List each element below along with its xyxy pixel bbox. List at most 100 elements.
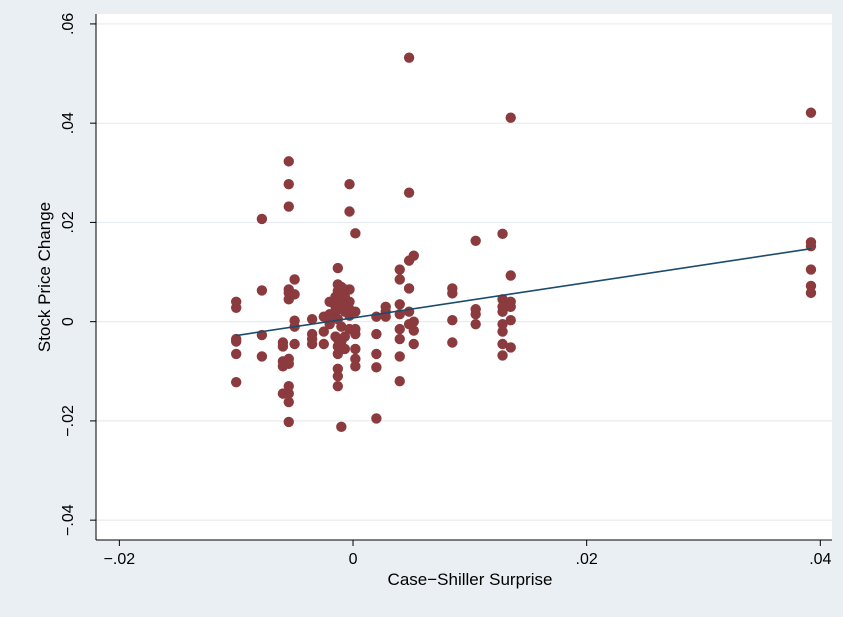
data-point bbox=[350, 328, 361, 340]
x-tick-label: 0 bbox=[349, 551, 358, 568]
data-point bbox=[277, 341, 289, 352]
data-point bbox=[336, 421, 347, 433]
data-point bbox=[318, 338, 330, 350]
data-point bbox=[283, 380, 294, 392]
x-tick-label: .02 bbox=[576, 551, 598, 568]
data-point bbox=[336, 321, 347, 332]
data-point bbox=[403, 283, 415, 294]
data-point bbox=[332, 371, 344, 382]
gridlines bbox=[96, 23, 832, 521]
data-point bbox=[256, 285, 268, 296]
axis-ticks: −.04 −.02 0 .02 .04 .06 −.02 0 .02 .04 bbox=[60, 13, 832, 568]
data-point bbox=[505, 112, 516, 123]
data-point bbox=[447, 314, 458, 326]
data-point bbox=[403, 187, 415, 198]
data-point bbox=[230, 377, 242, 388]
data-point bbox=[408, 250, 419, 261]
data-point bbox=[230, 336, 242, 347]
data-point bbox=[344, 296, 355, 308]
data-point bbox=[497, 294, 508, 305]
data-point bbox=[332, 363, 344, 375]
y-tick-label: .02 bbox=[60, 211, 77, 233]
data-point bbox=[447, 288, 458, 299]
data-point bbox=[497, 326, 508, 337]
y-tick-label: .04 bbox=[60, 112, 77, 134]
x-axis-title: Case−Shiller Surprise bbox=[388, 570, 553, 589]
data-point bbox=[505, 270, 516, 281]
fitted-line-group bbox=[236, 247, 812, 337]
data-point bbox=[805, 287, 817, 299]
data-point bbox=[256, 213, 268, 225]
data-point bbox=[470, 235, 481, 246]
data-point bbox=[283, 388, 294, 399]
data-point bbox=[230, 302, 242, 313]
data-point bbox=[371, 362, 382, 373]
y-axis-title: Stock Price Change bbox=[35, 202, 54, 352]
y-tick-label: 0 bbox=[60, 317, 77, 326]
data-point bbox=[283, 358, 294, 370]
data-point bbox=[497, 306, 508, 317]
data-point bbox=[339, 331, 351, 342]
data-point bbox=[505, 342, 516, 353]
data-point bbox=[339, 343, 351, 355]
data-point bbox=[805, 264, 817, 275]
data-point bbox=[394, 333, 405, 345]
data-point bbox=[371, 413, 382, 424]
data-point bbox=[350, 343, 361, 355]
data-point bbox=[408, 316, 419, 327]
data-point bbox=[230, 348, 242, 360]
data-point bbox=[505, 314, 516, 326]
data-point bbox=[447, 337, 458, 348]
data-point bbox=[332, 380, 344, 392]
fitted-line bbox=[236, 247, 812, 337]
data-point bbox=[805, 107, 817, 118]
y-tick-label: −.02 bbox=[60, 405, 77, 437]
y-tick-label: −.04 bbox=[60, 504, 77, 536]
data-point bbox=[283, 201, 294, 212]
data-point bbox=[332, 262, 344, 274]
data-point bbox=[283, 179, 294, 190]
data-point bbox=[306, 338, 318, 350]
data-point bbox=[371, 348, 382, 360]
data-point bbox=[505, 301, 516, 312]
data-points bbox=[230, 52, 817, 433]
data-point bbox=[371, 328, 382, 340]
plot-area bbox=[96, 14, 832, 540]
data-point bbox=[394, 376, 405, 387]
data-point bbox=[283, 396, 294, 408]
data-point bbox=[394, 323, 405, 335]
data-point bbox=[394, 274, 405, 285]
x-tick-label: −.02 bbox=[104, 551, 136, 568]
data-point bbox=[497, 350, 508, 361]
data-point bbox=[306, 313, 318, 325]
data-point bbox=[394, 351, 405, 362]
data-point bbox=[470, 318, 481, 330]
data-point bbox=[497, 338, 508, 350]
data-point bbox=[350, 228, 361, 239]
x-tick-label: .04 bbox=[809, 551, 831, 568]
data-point bbox=[497, 318, 508, 330]
data-point bbox=[497, 228, 508, 240]
data-point bbox=[283, 416, 294, 428]
data-point bbox=[403, 52, 415, 63]
y-tick-label: .06 bbox=[60, 13, 77, 35]
data-point bbox=[256, 351, 268, 362]
data-point bbox=[408, 325, 419, 336]
data-point bbox=[318, 326, 330, 337]
data-point bbox=[350, 353, 361, 365]
data-point bbox=[344, 284, 355, 295]
data-point bbox=[394, 264, 405, 275]
data-point bbox=[289, 289, 300, 300]
data-point bbox=[470, 309, 481, 320]
data-point bbox=[350, 306, 361, 317]
data-point bbox=[289, 338, 300, 350]
data-point bbox=[394, 299, 405, 310]
data-point bbox=[289, 274, 300, 285]
data-point bbox=[283, 156, 294, 167]
data-point bbox=[344, 179, 355, 190]
data-point bbox=[344, 206, 355, 217]
data-point bbox=[350, 361, 361, 372]
data-point bbox=[408, 338, 419, 350]
